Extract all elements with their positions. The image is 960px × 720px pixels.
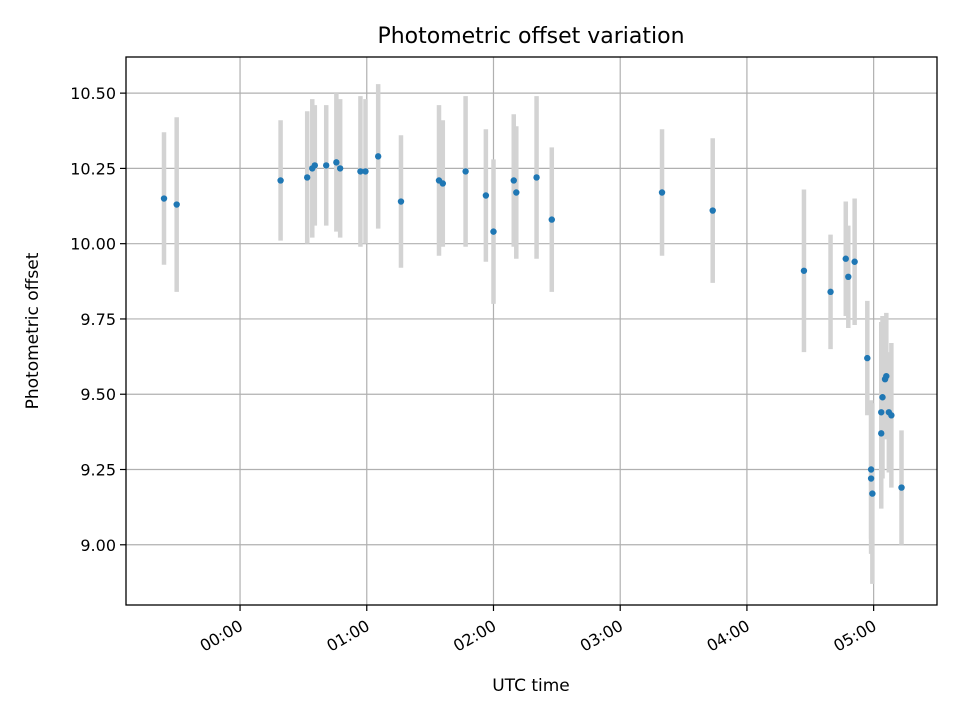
data-point: [878, 409, 885, 416]
data-point: [842, 255, 849, 262]
y-tick-label: 9.75: [80, 310, 116, 329]
data-point: [879, 394, 886, 401]
x-axis-label: UTC time: [492, 676, 570, 696]
y-tick-label: 10.25: [70, 159, 116, 178]
data-point: [490, 228, 497, 235]
data-point: [362, 168, 369, 175]
data-point: [311, 162, 319, 169]
data-point: [173, 201, 180, 208]
data-point: [533, 174, 540, 181]
data-point: [851, 258, 858, 265]
data-point: [277, 177, 284, 184]
data-point: [658, 189, 666, 196]
data-point: [160, 195, 168, 202]
plot-frame: [125, 56, 938, 606]
y-tick-label: 10.50: [70, 84, 116, 103]
data-point: [864, 354, 871, 362]
y-tick-label: 10.00: [70, 235, 116, 254]
data-point: [878, 430, 885, 437]
data-point: [548, 216, 555, 223]
data-point: [333, 159, 340, 166]
data-point: [439, 180, 446, 187]
data-point: [323, 162, 330, 169]
data-point: [513, 189, 520, 196]
data-point: [357, 168, 364, 175]
data-point: [883, 372, 890, 380]
data-point: [800, 267, 808, 274]
data-point: [336, 165, 344, 172]
data-point: [510, 177, 517, 184]
data-point: [845, 273, 852, 281]
data-point: [827, 288, 834, 296]
data-point: [709, 207, 716, 214]
y-axis-label: Photometric offset: [23, 252, 43, 409]
y-tick-label: 9.50: [80, 385, 116, 404]
data-points: [160, 153, 905, 497]
y-tick-label: 9.00: [80, 536, 116, 555]
data-point: [867, 475, 875, 482]
data-point: [888, 412, 895, 419]
data-point: [869, 490, 876, 497]
y-axis-ticks: 9.00 9.25 9.50 9.75 10.00 10.25 10.50: [70, 84, 126, 555]
data-point: [867, 466, 875, 473]
data-point: [397, 198, 405, 205]
data-point: [374, 153, 382, 160]
data-point: [462, 168, 469, 175]
data-point: [482, 192, 490, 199]
y-tick-label: 9.25: [80, 461, 116, 480]
chart-title: Photometric offset variation: [377, 24, 684, 49]
data-point: [304, 174, 311, 181]
data-point: [898, 484, 905, 491]
